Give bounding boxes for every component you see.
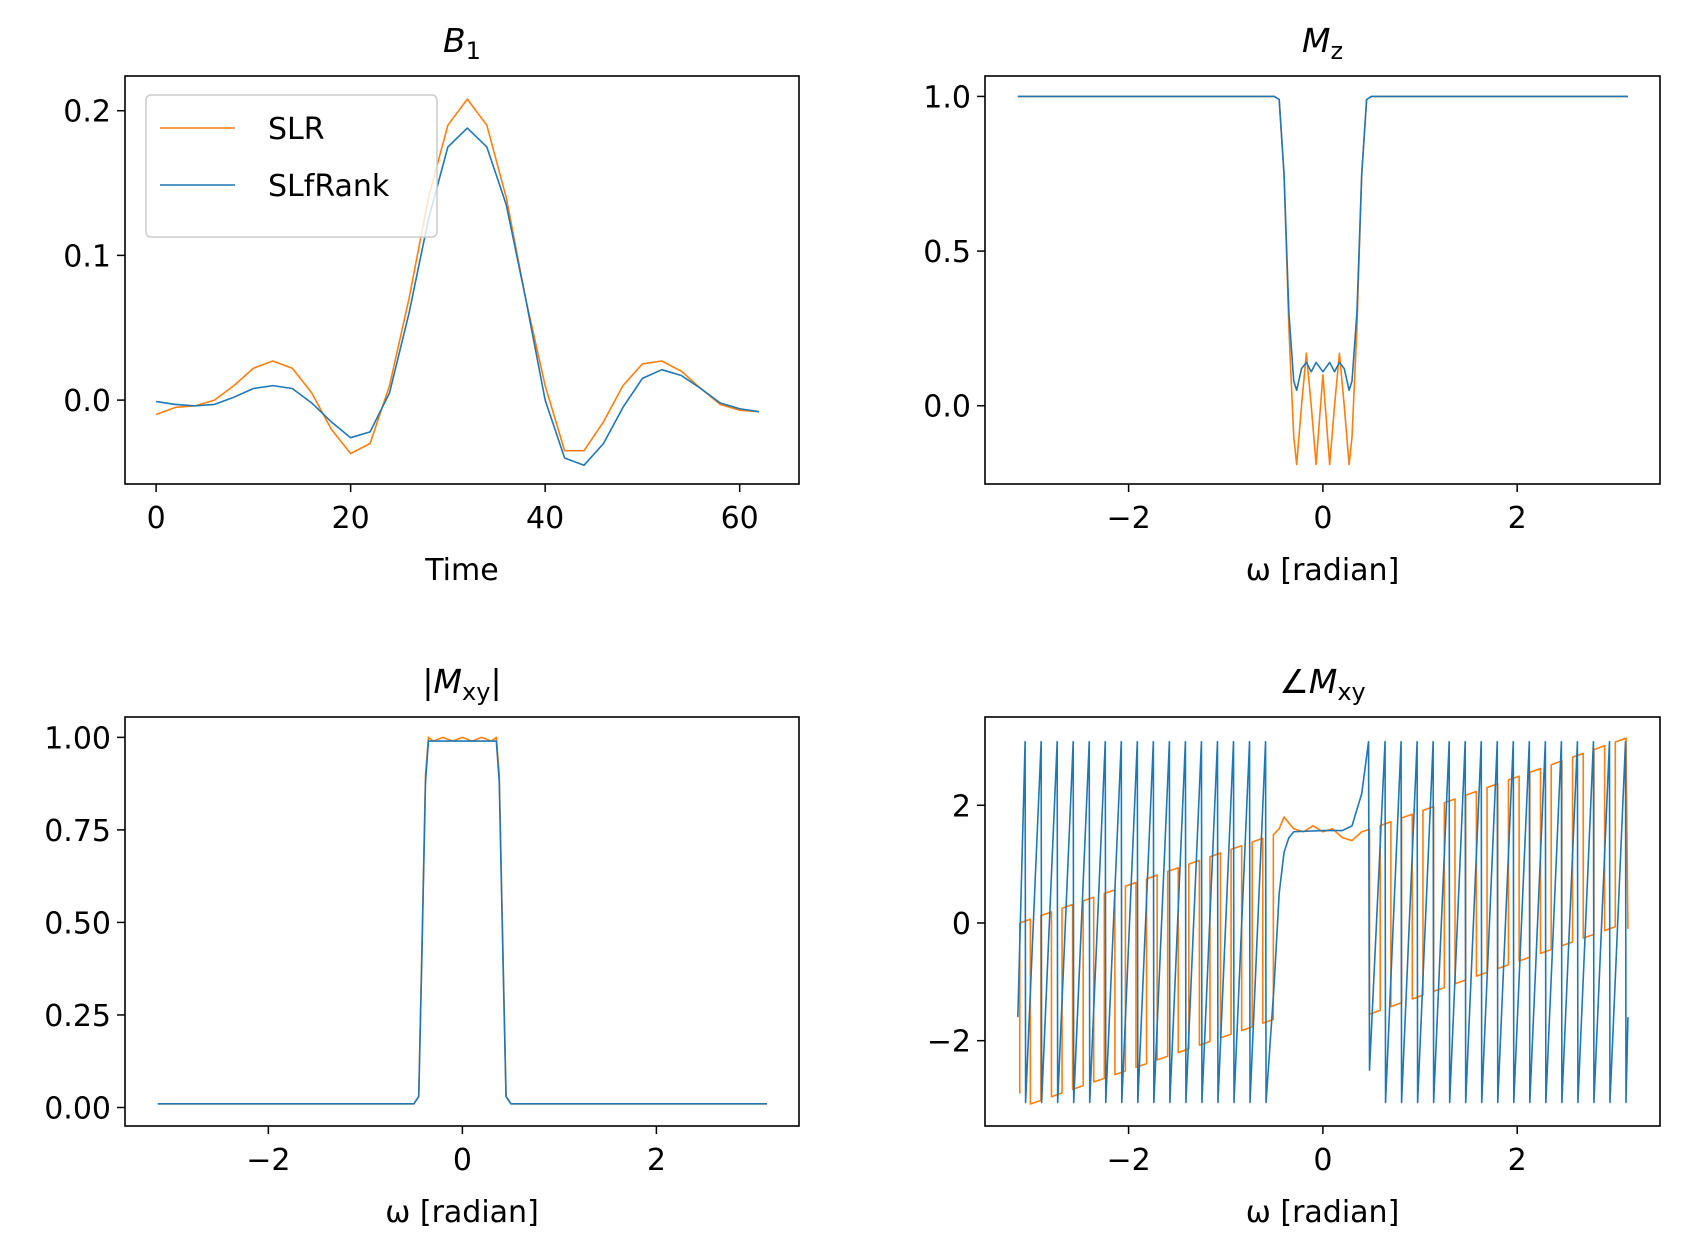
y-tick-label: 1.0 [923,80,971,115]
y-tick-label: 0.00 [44,1091,111,1126]
y-tick-label: −2 [927,1025,971,1060]
x-tick-label: 2 [647,1143,666,1178]
x-tick-label: 2 [1508,501,1527,536]
subplot-title: ∠Mxy [1279,662,1365,706]
series-line [157,736,767,1105]
y-tick-label: 0.2 [63,95,111,130]
title-part: 1 [466,37,481,65]
legend-label: SLR [268,112,325,147]
subplot: B1 Time 0 20 40 60 0.0 0.1 0.2 SLR SLfRank [63,21,800,588]
legend-label: SLfRank [268,169,390,204]
x-tick-label: 2 [1508,1143,1527,1178]
y-tick-label: 0.75 [44,814,111,849]
x-axis-label: ω [radian] [1246,1195,1400,1230]
title-part: | [422,662,433,701]
y-tick-label: 0.0 [63,384,111,419]
x-tick-label: 60 [721,501,759,536]
legend: SLR SLfRank [145,94,438,238]
x-tick-label: 0 [147,501,166,536]
x-tick-label: 0 [1313,501,1332,536]
x-tick-label: −2 [1106,501,1150,536]
x-tick-label: −2 [246,1143,290,1178]
x-axis-label: Time [424,553,498,588]
x-tick-label: 20 [332,501,370,536]
axes-frame [124,75,800,485]
y-tick-label: 0.50 [44,906,111,941]
legend-box [145,94,438,238]
y-tick-label: 2 [952,789,971,824]
series-line [1017,740,1629,1104]
y-tick-label: 0.1 [63,239,111,274]
axes-frame [984,75,1661,485]
series-line [1018,737,1629,1105]
y-tick-label: 0.0 [923,390,971,425]
subplot: ∠Mxy ω [radian] −2 0 2 −2 0 2 [927,662,1661,1230]
subplot: Mz ω [radian] −2 0 2 0.0 0.5 1.0 [923,21,1661,588]
y-tick-label: 0.5 [923,235,971,270]
x-tick-label: 40 [526,501,564,536]
title-part: | [490,662,501,701]
subplot-title: B1 [443,21,481,65]
title-part: z [1330,37,1343,65]
subplot: |Mxy|ω [radian]−2 0 20.000.250.500.751.00 [44,662,800,1230]
series-line [157,740,767,1105]
title-part: M [1302,21,1330,60]
series-line [1017,95,1628,466]
title-part: xy [462,678,490,706]
subplot-title: |Mxy| [422,662,501,706]
y-tick-label: 1.00 [44,721,111,756]
series-line [1017,95,1628,392]
title-part: M [434,662,462,701]
y-tick-label: 0 [952,907,971,942]
title-part: xy [1337,678,1365,706]
x-tick-label: 0 [1313,1143,1332,1178]
title-part: M [1309,662,1337,701]
x-tick-label: −2 [1106,1143,1150,1178]
title-part: ∠ [1279,662,1309,701]
title-part: B [443,21,466,60]
x-tick-label: 0 [453,1143,472,1178]
series-line [155,98,760,455]
axes-frame [124,716,800,1127]
x-axis-label: ω [radian] [385,1195,539,1230]
series-line [156,127,760,466]
axes-frame [984,716,1661,1127]
x-axis-label: ω [radian] [1246,553,1400,588]
subplot-title: Mz [1302,21,1343,65]
y-tick-label: 0.25 [44,999,111,1034]
